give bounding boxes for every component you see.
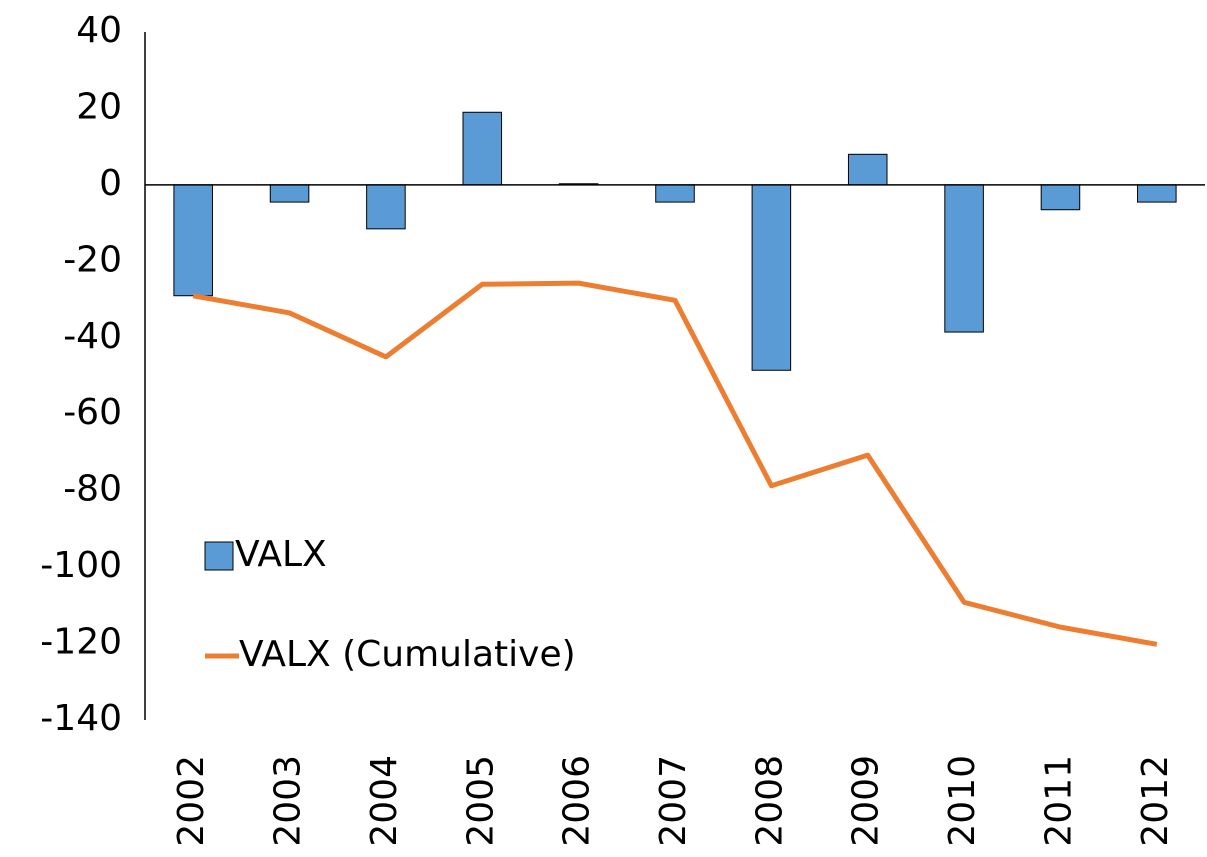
y-tick-label: -80 <box>63 469 122 510</box>
x-tick-label: 2008 <box>749 755 790 847</box>
bar <box>655 184 695 203</box>
legend-label: VALX <box>235 534 327 575</box>
x-tick-label: 2004 <box>364 755 405 847</box>
x-tick-label: 2002 <box>171 755 212 847</box>
bar <box>944 184 984 333</box>
bar <box>1137 184 1177 203</box>
y-tick-label: 0 <box>99 163 122 204</box>
y-tick-label: -100 <box>40 545 122 586</box>
x-tick-label: 2009 <box>846 755 887 847</box>
y-tick-label: -140 <box>40 698 122 739</box>
bar <box>366 184 406 230</box>
bar <box>751 184 792 371</box>
x-tick-label: 2003 <box>268 755 309 847</box>
bar <box>462 111 503 186</box>
y-tick-label: 20 <box>76 86 122 127</box>
bar <box>847 153 888 186</box>
x-tick-label: 2010 <box>942 755 983 847</box>
y-tick-label: -120 <box>40 622 122 663</box>
x-tick-label: 2012 <box>1135 755 1176 847</box>
legend-label: VALX (Cumulative) <box>239 634 576 675</box>
x-tick-label: 2007 <box>653 755 694 847</box>
y-tick-label: -40 <box>63 316 122 357</box>
x-tick-label: 2011 <box>1038 755 1079 847</box>
bar <box>269 184 310 203</box>
bar <box>1040 184 1081 211</box>
x-tick-label: 2005 <box>460 755 501 847</box>
y-tick-label: -60 <box>63 392 122 433</box>
x-tick-label: 2006 <box>557 755 598 847</box>
y-tick-label: -20 <box>63 239 122 280</box>
legend-swatch <box>204 541 234 571</box>
line <box>192 280 1158 647</box>
y-tick-label: 40 <box>76 10 122 51</box>
bar <box>173 184 213 297</box>
